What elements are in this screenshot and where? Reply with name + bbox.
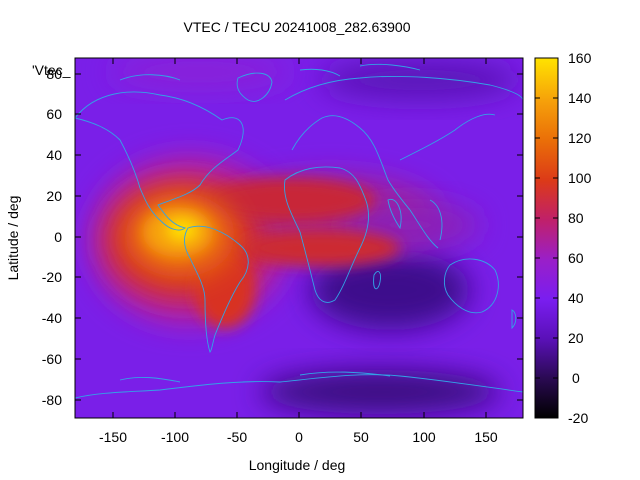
y-tick-label: 40 (46, 147, 62, 163)
colorbar: -20 0 20 40 60 80 100 120 140 160 (534, 50, 592, 426)
plot-title: VTEC / TECU 20241008_282.63900 (183, 19, 410, 35)
x-axis-label: Longitude / deg (249, 457, 346, 473)
colorbar-tick-label: 20 (568, 330, 584, 346)
colorbar-tick-label: 80 (568, 210, 584, 226)
colorbar-tick-label: 0 (572, 370, 580, 386)
y-axis (75, 73, 523, 401)
y-tick-label: 60 (46, 106, 62, 122)
colorbar-tick-label: 120 (568, 130, 592, 146)
x-tick-labels: -150 -100 -50 0 50 100 150 (99, 429, 498, 445)
x-tick-label: 50 (353, 429, 369, 445)
y-tick-label: 80 (46, 66, 62, 82)
y-tick-label: -60 (42, 351, 62, 367)
x-tick-label: 100 (412, 429, 436, 445)
x-tick-label: 0 (295, 429, 303, 445)
series-key-label: 'Vtec_ (32, 62, 71, 78)
x-tick-label: -100 (161, 429, 189, 445)
y-tick-label: -20 (42, 269, 62, 285)
colorbar-tick-label: 140 (568, 90, 592, 106)
y-tick-label: 0 (54, 229, 62, 245)
colorbar-tick-label: -20 (568, 410, 588, 426)
x-axis (112, 58, 487, 418)
y-tick-label: -40 (42, 310, 62, 326)
x-tick-label: -150 (99, 429, 127, 445)
y-tick-label: -80 (42, 392, 62, 408)
colorbar-tick-label: 100 (568, 170, 592, 186)
colorbar-tick-label: 160 (568, 50, 592, 66)
x-tick-label: -50 (227, 429, 247, 445)
vtec-heatmap (75, 58, 523, 418)
x-tick-label: 150 (474, 429, 498, 445)
colorbar-gradient (534, 57, 559, 419)
y-axis-label: Latitude / deg (5, 196, 21, 281)
colorbar-tick-label: 40 (568, 290, 584, 306)
colorbar-tick-label: 60 (568, 250, 584, 266)
coastlines (75, 63, 523, 399)
y-tick-label: 20 (46, 188, 62, 204)
y-tick-labels: 80 60 40 20 0 -20 -40 -60 -80 (42, 66, 62, 408)
